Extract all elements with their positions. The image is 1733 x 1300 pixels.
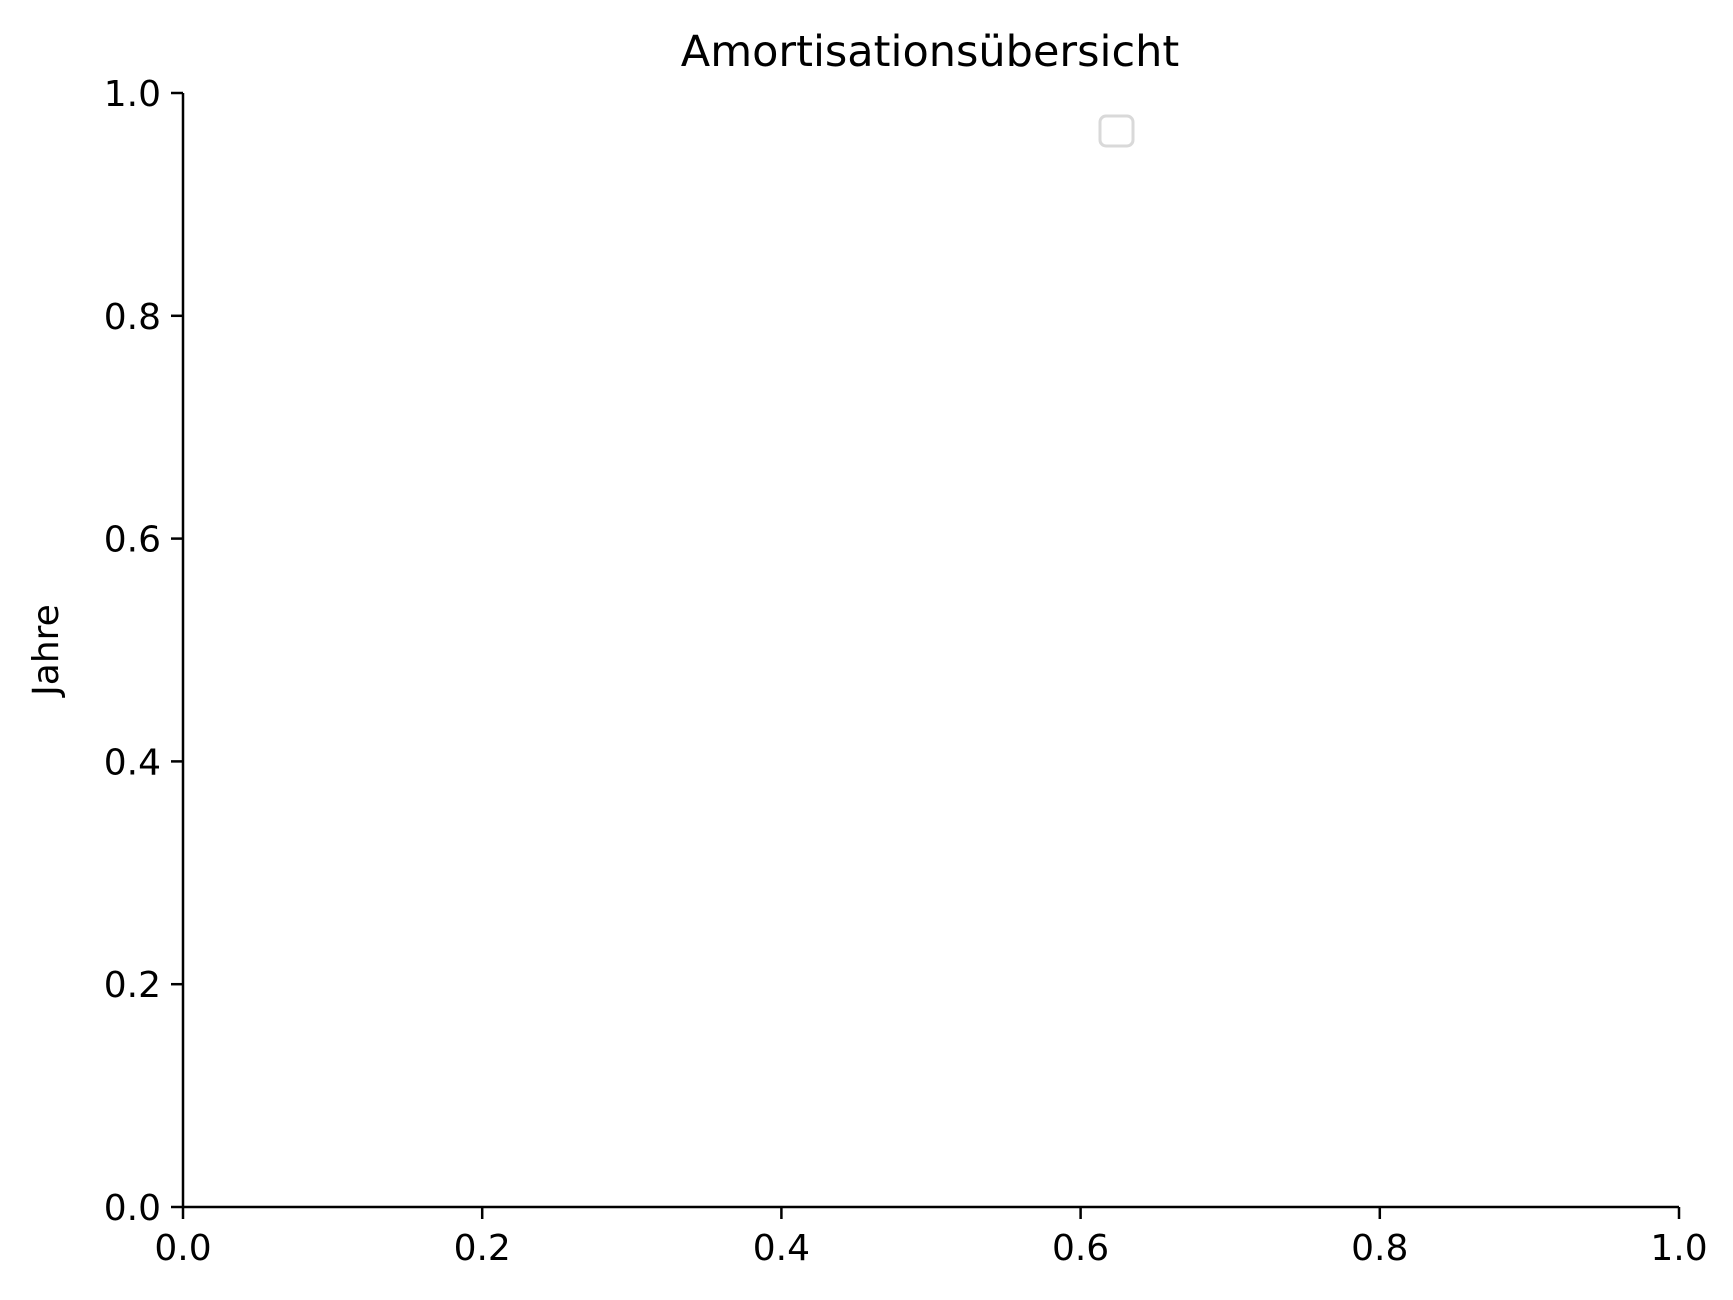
x-axis-ticks: 0.0 0.2 0.4 0.6 0.8 1.0: [154, 1207, 1708, 1269]
x-tick-label: 0.6: [1052, 1228, 1109, 1269]
x-tick-label: 0.2: [454, 1228, 511, 1269]
chart-title: Amortisationsübersicht: [681, 27, 1179, 77]
legend-box: [1098, 114, 1135, 148]
legend: [1098, 114, 1135, 148]
y-tick-label: 0.4: [104, 742, 161, 783]
y-tick-label: 0.0: [104, 1188, 161, 1229]
y-tick-label: 1.0: [104, 74, 161, 115]
x-tick-label: 1.0: [1650, 1228, 1707, 1269]
y-axis-label: Jahre: [26, 604, 67, 698]
y-tick-label: 0.8: [104, 297, 161, 338]
y-axis-ticks: 0.0 0.2 0.4 0.6 0.8 1.0: [104, 74, 183, 1229]
x-tick-label: 0.8: [1351, 1228, 1408, 1269]
x-tick-label: 0.4: [753, 1228, 810, 1269]
y-tick-label: 0.6: [104, 520, 161, 561]
x-tick-label: 0.0: [154, 1228, 211, 1269]
y-tick-label: 0.2: [104, 965, 161, 1006]
